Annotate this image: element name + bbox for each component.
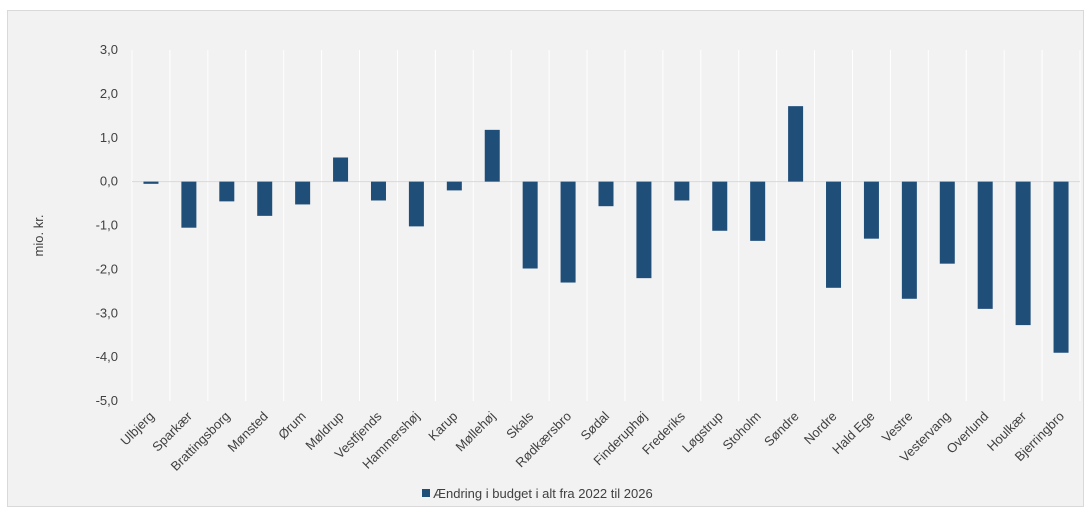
x-tick-label: Karup [425, 409, 460, 444]
y-tick-label: 3,0 [100, 42, 118, 57]
bar [712, 182, 727, 231]
bar [636, 182, 651, 279]
bar [750, 182, 765, 241]
bar [788, 106, 803, 181]
bar [864, 182, 879, 239]
x-tick-label: Stoholm [719, 409, 763, 453]
x-tick-label: Hald Ege [829, 409, 877, 457]
bar [523, 182, 538, 269]
y-tick-label: -4,0 [96, 349, 118, 364]
bars [143, 106, 1068, 353]
bar [143, 182, 158, 184]
y-tick-label: 2,0 [100, 86, 118, 101]
gridlines [132, 50, 1080, 401]
bar [295, 182, 310, 205]
chart-area: 3,0 2,0 1,0 0,0 -1,0 -2,0 -3,0 -4,0 -5,0 Ulbjerg… [7, 10, 1084, 507]
y-tick-label: -1,0 [96, 218, 118, 233]
bar [371, 182, 386, 201]
bar [599, 182, 614, 207]
legend-swatch [422, 489, 430, 497]
x-tick-label: Løgstrup [679, 409, 726, 456]
bar [1016, 182, 1031, 325]
bar [409, 182, 424, 227]
bar [1054, 182, 1069, 353]
y-tick-label: 1,0 [100, 130, 118, 145]
x-tick-label: Skals [503, 408, 536, 441]
bar-chart: 3,0 2,0 1,0 0,0 -1,0 -2,0 -3,0 -4,0 -5,0 Ulbjerg… [8, 11, 1085, 508]
y-tick-label: -2,0 [96, 261, 118, 276]
bar [561, 182, 576, 283]
x-tick-label: Møllehøj [453, 408, 499, 454]
x-tick-label: Overlund [943, 409, 991, 457]
y-tick-label: -5,0 [96, 393, 118, 408]
y-axis-label: mio. kr. [31, 215, 46, 257]
y-tick-label: -3,0 [96, 305, 118, 320]
bar [826, 182, 841, 288]
bar [257, 182, 272, 216]
bar [333, 157, 348, 181]
bar [219, 182, 234, 202]
x-tick-label: Søndre [761, 409, 802, 450]
bar [978, 182, 993, 309]
y-tick-label: 0,0 [100, 174, 118, 189]
x-tick-label: Vestre [879, 409, 916, 446]
bar [181, 182, 196, 228]
x-tick-label: Sødal [577, 408, 612, 443]
bar [485, 130, 500, 182]
bar [447, 182, 462, 191]
bar [674, 182, 689, 201]
x-tick-label: Mønsted [224, 409, 270, 455]
legend: Ændring i budget i alt fra 2022 til 2026 [422, 486, 653, 501]
bar [940, 182, 955, 264]
legend-label: Ændring i budget i alt fra 2022 til 2026 [433, 486, 653, 501]
bar [902, 182, 917, 299]
x-tick-label: Ørum [275, 409, 309, 443]
y-axis-ticks: 3,0 2,0 1,0 0,0 -1,0 -2,0 -3,0 -4,0 -5,0 [96, 42, 118, 408]
